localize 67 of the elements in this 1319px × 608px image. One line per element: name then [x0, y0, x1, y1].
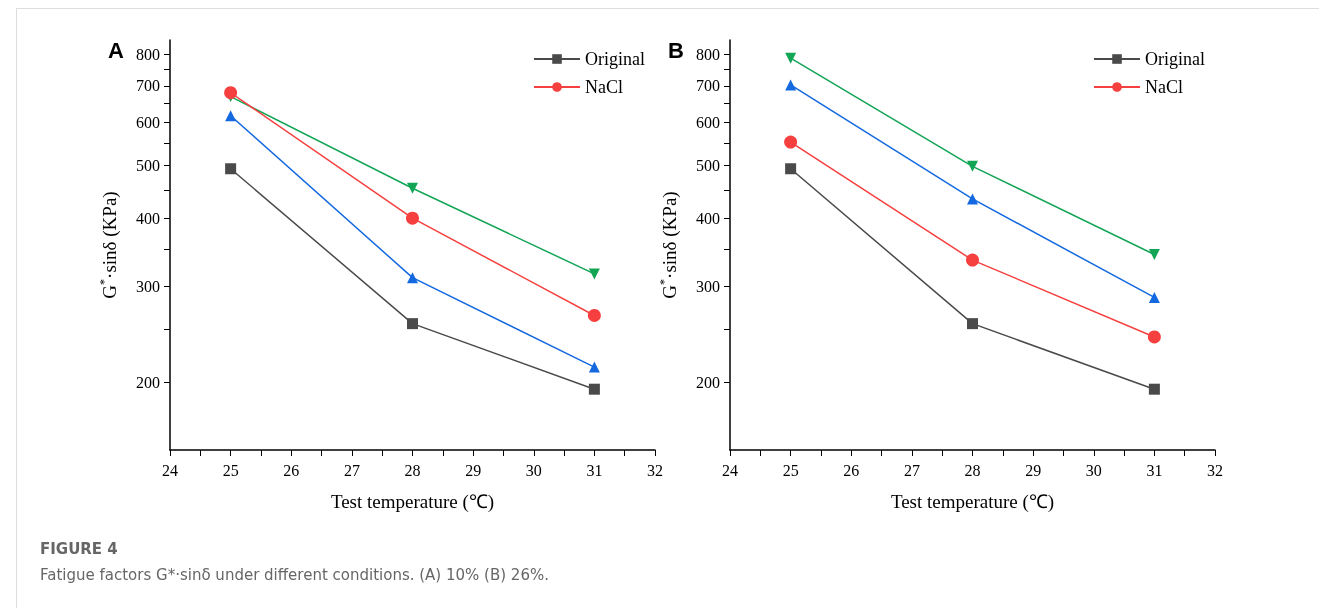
x-tick-label: 25 — [222, 461, 239, 479]
point — [785, 79, 797, 91]
y-axis-title: G*·sinδ (KPa) — [657, 191, 681, 299]
legend-label: NaCl — [1145, 77, 1184, 97]
point — [225, 110, 237, 122]
x-tick-label: 26 — [283, 461, 300, 479]
point — [967, 318, 978, 330]
point — [588, 268, 600, 280]
y-tick-label: 500 — [136, 156, 160, 174]
point — [967, 160, 978, 172]
y-tick-label: 600 — [696, 113, 720, 131]
x-tick-label: 31 — [1146, 461, 1163, 479]
y-tick-label: 200 — [696, 373, 720, 391]
x-tick-label: 24 — [722, 461, 738, 479]
point — [224, 86, 238, 100]
point — [785, 163, 797, 175]
x-axis-title: Test temperature (℃) — [890, 491, 1055, 513]
legend-label: Original — [585, 49, 646, 69]
point — [407, 318, 418, 330]
point — [1148, 249, 1160, 260]
y-tick-label: 700 — [696, 77, 720, 95]
y-axis-title: G*·sinδ (KPa) — [97, 191, 121, 299]
x-tick-label: 32 — [647, 461, 663, 479]
x-axis-title: Test temperature (℃) — [330, 491, 495, 513]
x-tick-label: 30 — [1085, 461, 1102, 479]
y-tick-label: 800 — [136, 45, 160, 63]
y-tick-label: 200 — [136, 373, 160, 391]
x-tick-label: 25 — [782, 461, 799, 479]
y-tick-label: 500 — [696, 156, 720, 174]
point — [967, 193, 978, 205]
x-tick-label: 32 — [1207, 461, 1223, 479]
point — [785, 52, 797, 64]
y-tick-label: 400 — [696, 209, 720, 227]
point — [784, 135, 798, 149]
point — [407, 272, 418, 284]
point — [407, 182, 418, 194]
y-tick-label: 600 — [136, 113, 160, 131]
text: A — [108, 38, 124, 64]
x-tick-label: 26 — [843, 461, 860, 479]
y-tick-label: 300 — [696, 277, 720, 295]
x-tick-label: 29 — [465, 461, 482, 479]
text: B — [668, 38, 684, 64]
point — [1147, 330, 1161, 344]
legend-label: NaCl — [585, 77, 624, 97]
y-tick-label: 400 — [136, 209, 160, 227]
point — [225, 163, 237, 175]
x-tick-label: 30 — [525, 461, 542, 479]
point — [1148, 383, 1160, 395]
text: Fatigue factors G*·sinδ under different conditions. (A) 10% (B) 26%. — [40, 566, 549, 584]
y-tick-label: 800 — [696, 45, 720, 63]
x-tick-label: 27 — [343, 461, 360, 479]
x-tick-label: 27 — [903, 461, 920, 479]
x-tick-label: 24 — [162, 461, 178, 479]
point — [587, 308, 601, 322]
y-tick-label: 700 — [136, 77, 160, 95]
caption: FIGURE 4 — [40, 540, 118, 558]
x-tick-label: 31 — [586, 461, 603, 479]
legend-label: Original — [1145, 49, 1206, 69]
point — [1148, 291, 1160, 303]
point — [406, 211, 419, 225]
x-tick-label: 28 — [404, 461, 421, 479]
point — [588, 383, 600, 395]
x-tick-label: 28 — [964, 461, 981, 479]
point — [588, 361, 600, 373]
y-tick-label: 300 — [136, 277, 160, 295]
point — [966, 253, 979, 267]
x-tick-label: 29 — [1025, 461, 1042, 479]
